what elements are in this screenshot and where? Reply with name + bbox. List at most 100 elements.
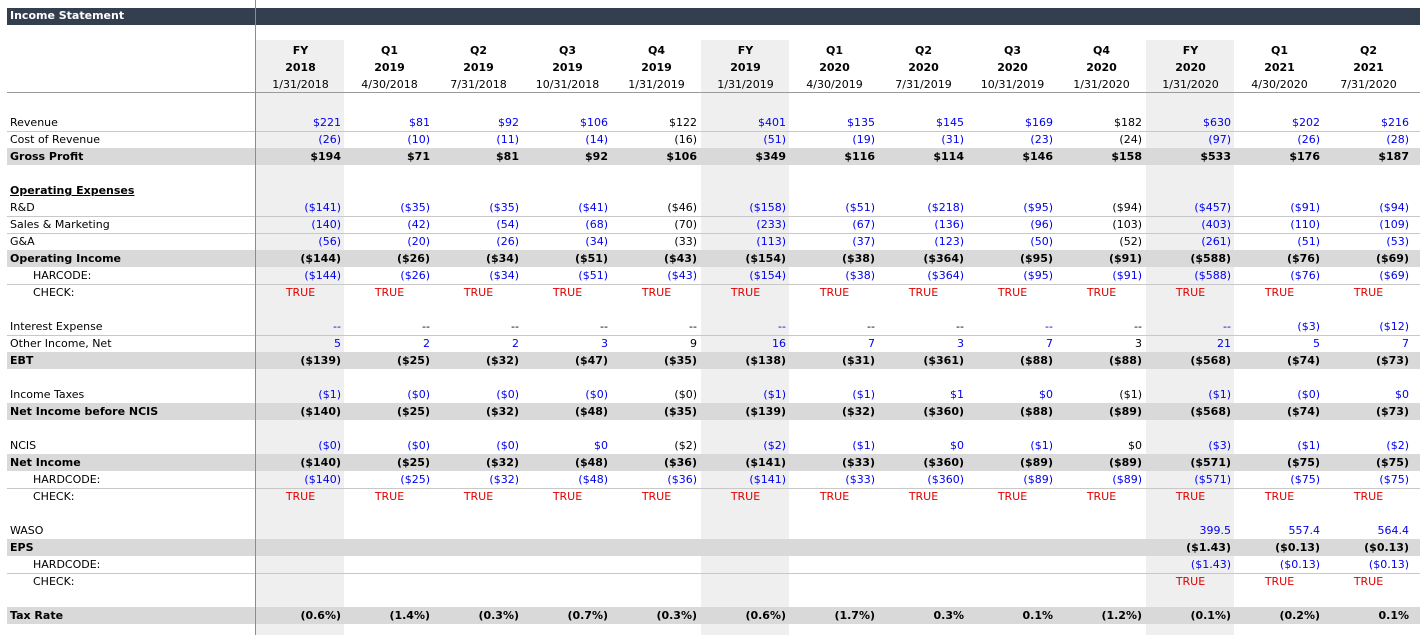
row-label[interactable]: NCIS [10, 439, 37, 452]
cell-value[interactable]: 3 [957, 337, 964, 350]
row-label[interactable]: G&A [10, 235, 35, 248]
cell-value[interactable]: (0.7%) [567, 609, 608, 622]
cell-value[interactable]: ($89) [1023, 473, 1053, 486]
cell-value[interactable]: ($34) [485, 252, 519, 265]
cell-value[interactable]: -- [1134, 320, 1142, 333]
row-label[interactable]: Income Taxes [10, 388, 85, 401]
cell-value[interactable]: $349 [755, 150, 786, 163]
cell-value[interactable]: ($41) [578, 201, 608, 214]
cell-value[interactable]: ($1.43) [1186, 541, 1231, 554]
cell-value[interactable]: ($0) [1297, 388, 1320, 401]
row-label[interactable]: EPS [10, 541, 34, 554]
cell-value[interactable]: TRUE [997, 490, 1028, 503]
cell-value[interactable]: (70) [674, 218, 697, 231]
cell-value[interactable]: ($144) [300, 252, 341, 265]
cell-value[interactable]: ($154) [745, 252, 786, 265]
cell-value[interactable]: $158 [1111, 150, 1142, 163]
cell-value[interactable]: (33) [674, 235, 697, 248]
cell-value[interactable]: ($360) [923, 405, 964, 418]
cell-value[interactable]: 7 [1402, 337, 1409, 350]
cell-value[interactable]: ($1) [852, 388, 875, 401]
cell-value[interactable]: ($89) [1019, 456, 1053, 469]
cell-value[interactable]: TRUE [463, 490, 494, 503]
cell-value[interactable]: ($69) [1375, 252, 1409, 265]
cell-value[interactable]: ($0) [496, 388, 519, 401]
cell-value[interactable]: ($46) [667, 201, 697, 214]
cell-value[interactable] [1057, 522, 1142, 539]
cell-value[interactable]: ($154) [749, 269, 786, 282]
cell-value[interactable]: 557.4 [1288, 524, 1321, 537]
cell-value[interactable]: ($91) [1112, 269, 1142, 282]
cell-value[interactable]: ($588) [1190, 252, 1231, 265]
cell-value[interactable]: $0 [1395, 388, 1409, 401]
cell-value[interactable]: $0 [950, 439, 964, 452]
cell-value[interactable]: $145 [936, 116, 964, 129]
cell-value[interactable] [968, 556, 1053, 573]
cell-value[interactable]: TRUE [1086, 286, 1117, 299]
cell-value[interactable]: ($48) [578, 473, 608, 486]
cell-value[interactable]: (68) [585, 218, 608, 231]
cell-value[interactable]: (19) [852, 133, 875, 146]
cell-value[interactable]: (50) [1030, 235, 1053, 248]
cell-value[interactable]: ($3) [1208, 439, 1231, 452]
cell-value[interactable]: 7 [1046, 337, 1053, 350]
cell-value[interactable]: -- [1045, 320, 1053, 333]
cell-value[interactable]: $122 [669, 116, 697, 129]
cell-value[interactable]: ($89) [1108, 405, 1142, 418]
cell-value[interactable]: TRUE [641, 490, 672, 503]
cell-value[interactable]: ($1) [1208, 388, 1231, 401]
cell-value[interactable]: TRUE [374, 490, 405, 503]
cell-value[interactable]: (403) [1201, 218, 1231, 231]
cell-value[interactable]: ($12) [1379, 320, 1409, 333]
cell-value[interactable]: TRUE [1353, 575, 1384, 588]
cell-value[interactable]: 564.4 [1377, 524, 1410, 537]
cell-value[interactable]: $202 [1292, 116, 1320, 129]
cell-value[interactable]: (26) [318, 133, 341, 146]
cell-value[interactable]: ($2) [763, 439, 786, 452]
cell-value[interactable]: ($35) [489, 201, 519, 214]
cell-value[interactable]: -- [956, 320, 964, 333]
cell-value[interactable]: ($75) [1375, 456, 1409, 469]
cell-value[interactable]: TRUE [552, 286, 583, 299]
cell-value[interactable] [968, 573, 1057, 590]
cell-value[interactable]: ($32) [489, 473, 519, 486]
cell-value[interactable]: 0.1% [1378, 609, 1409, 622]
cell-value[interactable]: ($34) [489, 269, 519, 282]
cell-value[interactable]: ($51) [574, 252, 608, 265]
cell-value[interactable]: 3 [601, 337, 608, 350]
cell-value[interactable] [1057, 539, 1142, 556]
cell-value[interactable] [701, 522, 786, 539]
cell-value[interactable] [523, 556, 608, 573]
cell-value[interactable]: $216 [1381, 116, 1409, 129]
cell-value[interactable]: ($75) [1286, 456, 1320, 469]
cell-value[interactable]: $533 [1200, 150, 1231, 163]
cell-value[interactable]: ($568) [1190, 405, 1231, 418]
cell-value[interactable]: ($588) [1194, 269, 1231, 282]
cell-value[interactable]: 399.5 [1199, 524, 1232, 537]
cell-value[interactable]: -- [778, 320, 786, 333]
cell-value[interactable]: (20) [407, 235, 430, 248]
cell-value[interactable]: ($0.13) [1279, 558, 1320, 571]
cell-value[interactable]: ($73) [1375, 354, 1409, 367]
cell-value[interactable]: ($35) [400, 201, 430, 214]
cell-value[interactable]: ($76) [1286, 252, 1320, 265]
cell-value[interactable]: ($1) [852, 439, 875, 452]
cell-value[interactable]: 2 [512, 337, 519, 350]
cell-value[interactable]: ($0) [674, 388, 697, 401]
cell-value[interactable]: TRUE [1264, 490, 1295, 503]
cell-value[interactable]: $221 [313, 116, 341, 129]
cell-value[interactable]: TRUE [1264, 286, 1295, 299]
cell-value[interactable]: (26) [1297, 133, 1320, 146]
cell-value[interactable]: ($139) [745, 405, 786, 418]
cell-value[interactable]: (14) [585, 133, 608, 146]
cell-value[interactable] [968, 522, 1053, 539]
cell-value[interactable] [434, 573, 523, 590]
cell-value[interactable]: ($95) [1019, 252, 1053, 265]
cell-value[interactable]: TRUE [285, 286, 316, 299]
cell-value[interactable]: 3 [1135, 337, 1142, 350]
cell-value[interactable] [879, 539, 964, 556]
cell-value[interactable]: ($0) [496, 439, 519, 452]
cell-value[interactable]: ($74) [1286, 405, 1320, 418]
cell-value[interactable]: $182 [1114, 116, 1142, 129]
cell-value[interactable]: -- [333, 320, 341, 333]
